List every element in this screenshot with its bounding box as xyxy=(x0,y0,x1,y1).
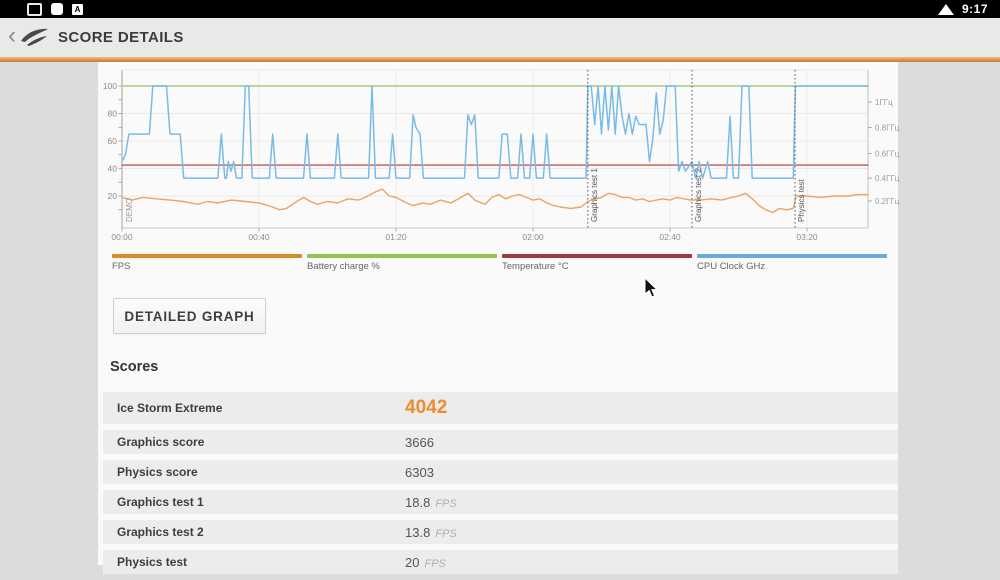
score-row-unit: FPS xyxy=(424,557,446,570)
score-row: Graphics score 3666 xyxy=(103,430,898,454)
wifi-icon xyxy=(937,3,954,15)
y-axis-tick-label: 20 xyxy=(108,191,118,201)
legend-label: CPU Clock GHz xyxy=(697,261,766,272)
benchmark-chart: 100 80 60 40 20 00:00 00:40 01:20 02:00 02:40 03:2… xyxy=(103,69,900,242)
test-marker-label: Graphics test 1 xyxy=(590,168,599,222)
score-row-label: Ice Storm Extreme xyxy=(117,401,223,415)
score-row: Graphics test 2 13.8 FPS xyxy=(103,520,898,544)
test-marker-label: Physics test xyxy=(797,179,806,222)
legend-swatch xyxy=(697,254,887,258)
legend-swatch xyxy=(502,254,692,258)
page-title: SCORE DETAILS xyxy=(58,29,184,46)
score-row-label: Graphics score xyxy=(117,435,205,449)
score-row: Physics score 6303 xyxy=(103,460,898,484)
score-row-value: 18.8 FPS xyxy=(405,494,457,510)
legend-swatch xyxy=(112,254,302,258)
demo-label: DEMO xyxy=(125,198,134,222)
square-notification-icon xyxy=(51,3,63,15)
y-axis-tick-label: 60 xyxy=(108,136,118,146)
status-notification-icons: A xyxy=(27,2,83,16)
x-axis-tick-label: 03:20 xyxy=(796,232,818,242)
right-axis-tick-label: 1ГГц xyxy=(875,98,893,107)
series-line-fps xyxy=(121,188,869,214)
x-axis-tick-label: 00:00 xyxy=(111,232,133,242)
score-row-unit: FPS xyxy=(435,527,457,540)
legend-label: FPS xyxy=(112,261,131,272)
y-axis-tick-label: 40 xyxy=(108,164,118,174)
right-axis-tick-label: 0.8ГГц xyxy=(875,124,900,133)
legend-item: Battery charge % xyxy=(307,254,502,272)
score-row-label: Graphics test 2 xyxy=(117,525,204,539)
score-row-value: 20 FPS xyxy=(405,554,446,570)
score-row-value: 4042 xyxy=(405,397,448,418)
legend-item: FPS xyxy=(112,254,307,272)
score-row-value: 13.8 FPS xyxy=(405,524,457,540)
legend-item: CPU Clock GHz xyxy=(697,254,892,272)
test-marker-label: Graphics test 2 xyxy=(694,168,703,222)
screenshot-icon xyxy=(27,2,42,16)
right-axis-tick-label: 0.6ГГц xyxy=(875,149,900,158)
x-axis-tick-label: 01:20 xyxy=(385,232,407,242)
3dmark-logo-icon xyxy=(21,28,48,46)
score-row-unit: FPS xyxy=(435,497,457,510)
x-axis-tick-label: 00:40 xyxy=(248,232,270,242)
back-button[interactable]: ‹ xyxy=(8,21,16,49)
status-bar[interactable]: A 9:17 xyxy=(0,0,1000,18)
legend-label: Temperature °C xyxy=(502,261,569,272)
scores-table: Ice Storm Extreme 4042 Graphics score 3666 P… xyxy=(103,392,898,580)
score-row: Physics test 20 FPS xyxy=(103,550,898,574)
legend-item: Temperature °C xyxy=(502,254,697,272)
status-right: 9:17 xyxy=(937,2,988,16)
score-row-label: Graphics test 1 xyxy=(117,495,204,509)
accent-bar xyxy=(0,57,1000,62)
status-time: 9:17 xyxy=(961,2,988,16)
score-row: Ice Storm Extreme 4042 xyxy=(103,392,898,424)
score-row-value: 6303 xyxy=(405,464,434,480)
series-line-cpu-clock-ghz xyxy=(121,85,869,179)
chart-legend: FPS Battery charge % Temperature °C CPU Clo… xyxy=(112,254,892,272)
legend-label: Battery charge % xyxy=(307,261,380,272)
score-row: Graphics test 1 18.8 FPS xyxy=(103,490,898,514)
scores-heading: Scores xyxy=(110,359,159,375)
y-axis-tick-label: 100 xyxy=(103,81,117,91)
x-axis-tick-label: 02:00 xyxy=(522,232,544,242)
legend-swatch xyxy=(307,254,497,258)
score-row-label: Physics test xyxy=(117,555,188,569)
mouse-cursor xyxy=(644,277,659,298)
x-axis-tick-label: 02:40 xyxy=(659,232,681,242)
main-content[interactable]: 100 80 60 40 20 00:00 00:40 01:20 02:00 02:40 03:2… xyxy=(98,62,900,574)
detailed-graph-button[interactable]: DETAILED GRAPH xyxy=(113,298,266,334)
right-axis-tick-label: 0.2ГГц xyxy=(875,197,900,206)
score-row-value: 3666 xyxy=(405,434,434,450)
app-a-icon: A xyxy=(72,3,83,15)
app-header: ‹ SCORE DETAILS xyxy=(0,18,1000,57)
y-axis-tick-label: 80 xyxy=(108,109,118,119)
right-axis-tick-label: 0.4ГГц xyxy=(875,174,900,183)
score-row-label: Physics score xyxy=(117,465,198,479)
